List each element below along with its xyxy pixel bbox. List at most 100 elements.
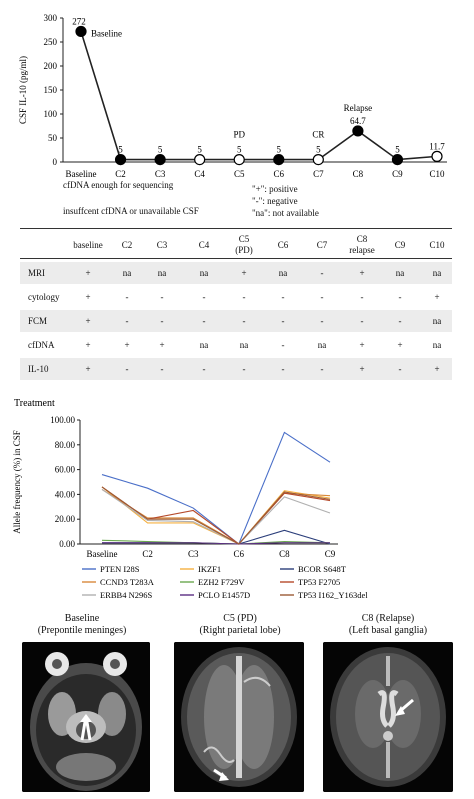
af-series-line <box>101 486 331 545</box>
table-cell: + <box>241 268 247 278</box>
af-series-line <box>101 488 331 545</box>
af-series-line <box>101 486 331 545</box>
table-cell: - <box>360 292 364 302</box>
table-cell: na <box>432 316 442 326</box>
il10-x-tick-label: C3 <box>155 169 166 179</box>
table-row-band <box>20 310 452 332</box>
il10-x-tick-label: C9 <box>392 169 403 179</box>
af-x-tick-label: Baseline <box>87 549 118 559</box>
table-cell: + <box>359 340 365 350</box>
table-cell: + <box>85 340 91 350</box>
af-y-axis-label: Allele frequency (%) in CSF <box>12 430 22 533</box>
table-cell: + <box>85 316 91 326</box>
table-column-header: C2 <box>121 240 133 250</box>
table-cell: na <box>199 268 209 278</box>
af-x-tick-label: C6 <box>234 549 245 559</box>
status-table: baseline C2 C3 C4 C5 (PD) C6 C7 C8 relapse C9 C10 M… <box>0 226 474 381</box>
af-y-tick-label: 40.00 <box>55 489 76 499</box>
arrow-icon <box>219 772 229 781</box>
table-cell: - <box>125 316 129 326</box>
legend-filled-marker: cfDNA enough for sequencing <box>63 180 174 190</box>
table-cell: + <box>397 340 403 350</box>
af-x-tick-label: C8 <box>279 549 290 559</box>
table-row-label: cfDNA <box>28 340 55 350</box>
table-cell: - <box>281 292 285 302</box>
table-column-header: baseline <box>73 240 103 250</box>
table-column-header: C3 <box>156 240 168 250</box>
table-cell: - <box>398 292 402 302</box>
il10-annotation-pd: PD <box>233 130 245 140</box>
il10-x-tick-label: C4 <box>194 169 205 179</box>
af-legend-label: EZH2 F729V <box>198 577 245 587</box>
table-column-subheader: relapse <box>349 245 375 255</box>
table-column-header: C10 <box>429 240 445 250</box>
table-cell: - <box>160 316 164 326</box>
il10-point <box>194 154 206 166</box>
table-cell: - <box>398 364 402 374</box>
il10-y-tick-label: 150 <box>44 85 58 95</box>
table-cell: + <box>85 364 91 374</box>
table-cell: na <box>239 340 249 350</box>
il10-data-label: 272 <box>72 16 86 26</box>
table-top-rule <box>20 228 452 229</box>
mri-c5-image <box>174 642 304 792</box>
af-marks <box>101 431 331 545</box>
table-row-label: FCM <box>28 316 48 326</box>
il10-point <box>75 25 87 38</box>
mri-baseline-drawing <box>22 642 150 792</box>
table-cell: na <box>432 340 442 350</box>
il10-data-label: 5 <box>197 145 202 155</box>
af-title: Treatment <box>14 398 55 409</box>
table-cell: - <box>281 316 285 326</box>
il10-point <box>352 125 364 137</box>
table-cell: - <box>242 364 246 374</box>
legend-open-marker: insuffcent cfDNA or unavailable CSF <box>63 206 199 216</box>
table-column-header: C4 <box>198 240 210 250</box>
il10-y-tick-label: 200 <box>44 61 58 71</box>
mri-c5-caption: C5 (PD) (Right parietal lobe) <box>175 613 305 637</box>
table-cell: - <box>398 316 402 326</box>
af-y-tick-label: 60.00 <box>55 465 76 475</box>
table-column-header: C6 <box>277 240 289 250</box>
mri-c5-subtitle: (Right parietal lobe) <box>199 625 281 636</box>
table-cell: + <box>85 268 91 278</box>
il10-point <box>391 154 404 166</box>
il10-point <box>312 154 324 166</box>
il10-y-tick-label: 50 <box>48 133 58 143</box>
il10-y-tick-label: 250 <box>44 37 58 47</box>
af-y-tick-label: 80.00 <box>55 440 76 450</box>
af-legend-label: CCND3 T283A <box>100 577 155 587</box>
af-legend: PTEN I28S IKZF1 BCOR S648T CCND3 T283A EZH2 … <box>82 564 368 600</box>
af-legend-label: TP53 I162_Y163del <box>298 590 368 600</box>
mri-c8-subtitle: (Left basal ganglia) <box>348 625 428 636</box>
table-column-header: C7 <box>316 240 328 250</box>
af-legend-label: PTEN I28S <box>100 564 140 574</box>
table-cell: + <box>85 292 91 302</box>
mri-c8-title: C8 (Relapse) <box>361 613 415 624</box>
il10-x-tick-label: C8 <box>353 169 364 179</box>
table-cell: + <box>359 268 365 278</box>
mri-baseline-caption: Baseline (Prepontile meninges) <box>17 613 147 637</box>
table-cell: na <box>157 268 167 278</box>
table-cell: + <box>124 340 130 350</box>
table-cell: - <box>242 292 246 302</box>
il10-series-line <box>80 31 438 161</box>
table-cell: - <box>320 364 324 374</box>
il10-data-label: 64.7 <box>350 116 366 126</box>
table-cell: - <box>160 364 164 374</box>
mri-c8-caption: C8 (Relapse) (Left basal ganglia) <box>323 613 453 637</box>
table-cell: - <box>125 292 129 302</box>
af-axes: Treatment 0.00 20.00 40.00 60.00 80.00 100.00 A… <box>12 398 338 559</box>
allele-frequency-chart: Treatment 0.00 20.00 40.00 60.00 80.00 100.00 A… <box>12 398 368 600</box>
af-legend-label: ERBB4 N296S <box>100 590 152 600</box>
il10-x-tick-label: C10 <box>429 169 445 179</box>
il10-y-tick-label: 0 <box>53 157 58 167</box>
table-cell: + <box>434 292 440 302</box>
af-legend-label: IKZF1 <box>198 564 221 574</box>
il10-y-axis-label: CSF IL-10 (pg/ml) <box>18 56 28 124</box>
il10-y-tick-label: 300 <box>44 13 58 23</box>
il10-marks: 272 5 5 5 5 5 5 64.7 5 11.7 Baseline PD CR Relapse <box>72 16 445 166</box>
il10-point <box>273 154 285 166</box>
il10-data-label: 5 <box>395 145 400 155</box>
il10-y-tick-label: 100 <box>44 109 58 119</box>
